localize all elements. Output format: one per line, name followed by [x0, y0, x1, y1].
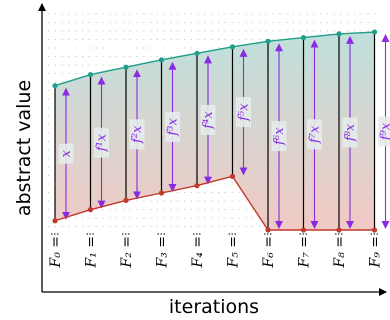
iteration-label: F₁ =: [84, 236, 100, 269]
application-label: x: [59, 149, 74, 157]
upper-point: [265, 38, 271, 44]
upper-point: [52, 83, 58, 89]
lower-point: [300, 227, 307, 233]
application-label-bg: [378, 116, 390, 147]
iteration-labels: F₀ = F₁ = F₂ = F₃ = F₄ = F₅ = F₆ = F₇ = F₈ = F₉ =: [48, 236, 384, 269]
x-axis-label: iterations: [169, 296, 259, 318]
y-axis-label: abstract value: [13, 80, 35, 216]
application-label-bg: [94, 127, 109, 158]
iteration-label: F₆ =: [261, 236, 277, 269]
upper-point: [371, 29, 378, 35]
lower-point: [52, 218, 58, 224]
lower-point: [336, 227, 342, 233]
application-label: f¹x: [95, 133, 110, 152]
lower-point: [229, 173, 236, 179]
iteration-label: F₅ =: [226, 236, 242, 269]
application-label-bg: [129, 119, 145, 150]
iteration-label: F₄ =: [190, 236, 206, 269]
lower-point: [123, 197, 129, 203]
application-label: f⁴x: [201, 111, 216, 130]
iteration-label: F₇ =: [297, 236, 313, 269]
application-label: f⁸x: [343, 123, 358, 142]
lower-point: [158, 190, 165, 196]
upper-point: [300, 35, 307, 41]
upper-point: [229, 44, 236, 50]
lower-curve: [54, 175, 375, 231]
iteration-label: F₀ =: [48, 236, 64, 269]
upper-point: [194, 50, 200, 56]
lower-point: [194, 183, 200, 189]
iteration-label: F₈ =: [332, 236, 348, 269]
iteration-label: F₂ =: [119, 236, 135, 269]
application-label: f³x: [166, 118, 181, 137]
lower-point: [265, 227, 271, 233]
application-label-bg: [342, 117, 358, 148]
application-label: f⁹x: [379, 122, 390, 141]
application-label-bg: [200, 104, 216, 135]
upper-point: [336, 31, 342, 37]
upper-point: [123, 64, 129, 70]
application-label-bg: [236, 97, 251, 128]
lower-point: [87, 207, 94, 213]
iteration-label: F₉ =: [368, 236, 384, 269]
lower-point: [371, 227, 378, 233]
application-label: f⁷x: [308, 125, 323, 144]
upper-point: [158, 57, 165, 63]
application-label: f⁶x: [272, 127, 287, 146]
application-arrows: x f¹x f²x f³x f⁴x f⁵x f⁶x f⁷x f⁸x f⁹x: [58, 34, 390, 229]
iteration-label: F₃ =: [155, 236, 171, 269]
application-label-bg: [307, 119, 322, 150]
lower-points: [52, 173, 378, 233]
upper-points: [52, 29, 378, 89]
application-label-bg: [271, 121, 287, 152]
upper-curve: [54, 31, 375, 87]
application-label: f²x: [130, 125, 145, 144]
application-label-bg: [165, 111, 180, 142]
application-label: f⁵x: [237, 103, 252, 122]
application-label-bg: [58, 143, 74, 164]
iteration-verticals: [54, 32, 376, 230]
upper-point: [87, 72, 94, 78]
